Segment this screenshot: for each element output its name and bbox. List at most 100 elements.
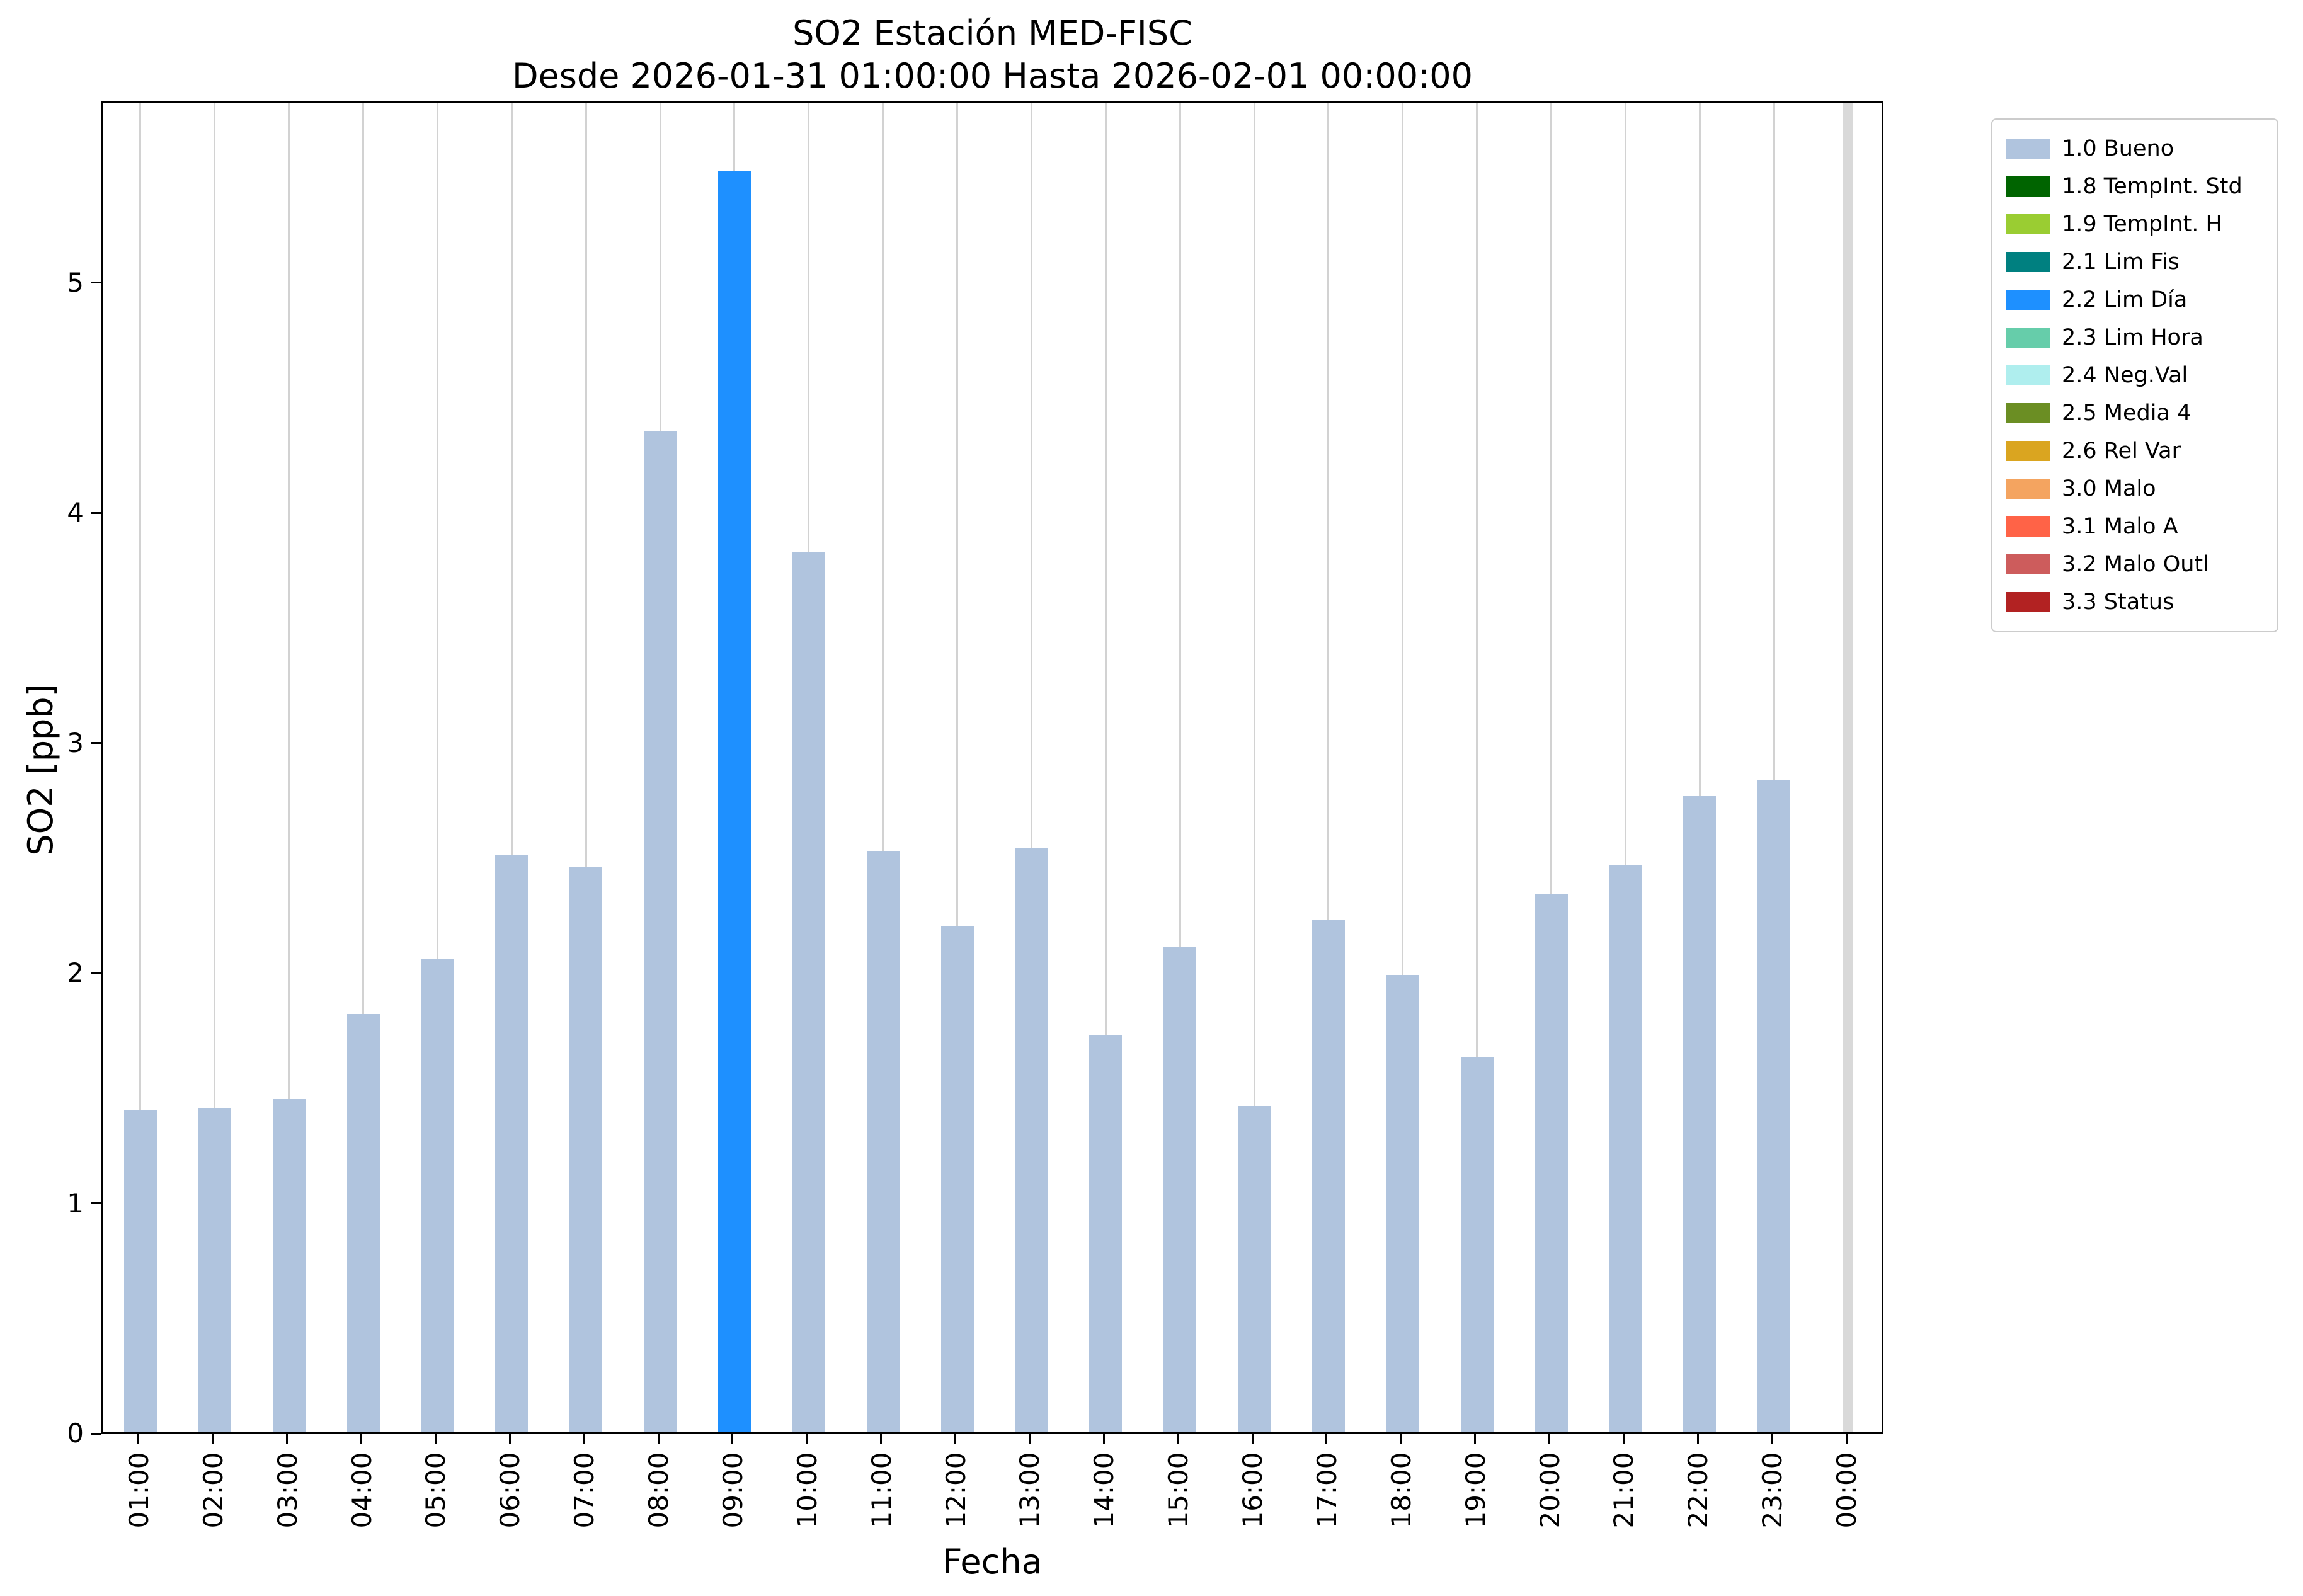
x-tick-mark [583,1434,585,1444]
x-tick-mark [806,1434,808,1444]
x-tick-mark [212,1434,214,1444]
bar-14:00 [1089,1034,1123,1432]
gridline [1104,103,1107,1432]
legend-label: 2.4 Neg.Val [2062,363,2188,388]
bar-17:00 [1312,920,1345,1432]
x-tick-label: 07:00 [568,1452,600,1529]
gridline [1179,103,1181,1432]
x-tick-mark [286,1434,289,1444]
x-tick-label: 22:00 [1682,1452,1713,1529]
bar-07:00 [569,867,603,1432]
x-tick-mark [880,1434,883,1444]
legend-label: 3.2 Malo Outl [2062,552,2209,577]
x-tick-label: 14:00 [1088,1452,1119,1529]
x-tick-label: 08:00 [643,1452,674,1529]
legend-swatch [2006,139,2050,159]
legend-item: 2.2 Lim Día [1992,281,2277,319]
x-tick-mark [731,1434,734,1444]
x-tick-mark [1771,1434,1773,1444]
bar-13:00 [1015,848,1048,1432]
legend-label: 3.1 Malo A [2062,514,2178,539]
x-tick-label: 10:00 [791,1452,823,1529]
x-tick-label: 20:00 [1534,1452,1565,1529]
bar-01:00 [123,1110,157,1432]
bar-15:00 [1163,947,1197,1432]
gridline [510,103,513,1432]
legend-label: 2.6 Rel Var [2062,438,2181,464]
x-tick-label: 15:00 [1162,1452,1194,1529]
x-tick-label: 16:00 [1237,1452,1268,1529]
gridline [214,103,216,1432]
gridline [956,103,959,1432]
legend-swatch [2006,479,2050,499]
x-tick-mark [954,1434,957,1444]
y-tick-mark [91,511,101,514]
y-tick-mark [91,1432,101,1435]
bar-04:00 [346,1013,380,1432]
x-tick-mark [1622,1434,1625,1444]
y-tick-label: 2 [67,957,84,989]
bar-02:00 [198,1108,231,1432]
legend-swatch [2006,441,2050,461]
bar-12:00 [940,926,974,1432]
legend-item: 3.2 Malo Outl [1992,545,2277,583]
legend-swatch [2006,328,2050,348]
y-tick-label: 0 [67,1418,84,1449]
chart-subtitle: Desde 2026-01-31 01:00:00 Hasta 2026-02-… [511,56,1473,96]
legend-item: 2.4 Neg.Val [1992,356,2277,394]
gridline [1402,103,1404,1432]
gridline [1624,103,1626,1432]
gridline [585,103,587,1432]
legend-label: 1.8 TempInt. Std [2062,174,2243,199]
legend-label: 2.3 Lim Hora [2062,325,2203,350]
legend-swatch [2006,403,2050,423]
gridline [1253,103,1255,1432]
legend-item: 1.9 TempInt. H [1992,205,2277,243]
x-tick-label: 06:00 [494,1452,525,1529]
bar-16:00 [1238,1105,1271,1432]
legend-label: 2.5 Media 4 [2062,401,2192,426]
x-tick-label: 03:00 [271,1452,303,1529]
x-tick-mark [1400,1434,1402,1444]
bar-21:00 [1609,864,1642,1432]
bar-23:00 [1757,780,1791,1432]
bar-18:00 [1386,974,1419,1432]
gridline [1773,103,1775,1432]
legend-item: 3.1 Malo A [1992,508,2277,545]
legend-swatch [2006,365,2050,385]
y-tick-mark [91,1202,101,1205]
x-tick-mark [1177,1434,1179,1444]
x-tick-mark [1474,1434,1477,1444]
x-tick-label: 11:00 [866,1452,897,1529]
legend-swatch [2006,176,2050,197]
legend-label: 1.0 Bueno [2062,136,2174,161]
gridline [882,103,884,1432]
legend-swatch [2006,516,2050,537]
plot-area [101,101,1883,1434]
x-tick-mark [360,1434,363,1444]
legend-label: 1.9 TempInt. H [2062,212,2222,237]
legend-item: 2.1 Lim Fis [1992,243,2277,281]
x-tick-mark [1548,1434,1551,1444]
x-tick-label: 12:00 [940,1452,971,1529]
gridline [288,103,290,1432]
y-tick-label: 3 [67,727,84,758]
x-tick-label: 13:00 [1014,1452,1045,1529]
legend-swatch [2006,554,2050,574]
bar-20:00 [1534,894,1568,1432]
legend-item: 2.3 Lim Hora [1992,319,2277,356]
x-tick-mark [1696,1434,1699,1444]
bar-22:00 [1683,795,1717,1432]
x-tick-mark [1845,1434,1848,1444]
x-tick-mark [1028,1434,1031,1444]
x-tick-mark [1325,1434,1328,1444]
bar-03:00 [272,1098,306,1432]
x-tick-label: 09:00 [717,1452,748,1529]
bar-08:00 [644,431,677,1432]
bar-11:00 [866,851,900,1432]
y-tick-mark [91,282,101,284]
bar-06:00 [495,855,529,1432]
x-tick-mark [508,1434,511,1444]
x-tick-mark [434,1434,437,1444]
